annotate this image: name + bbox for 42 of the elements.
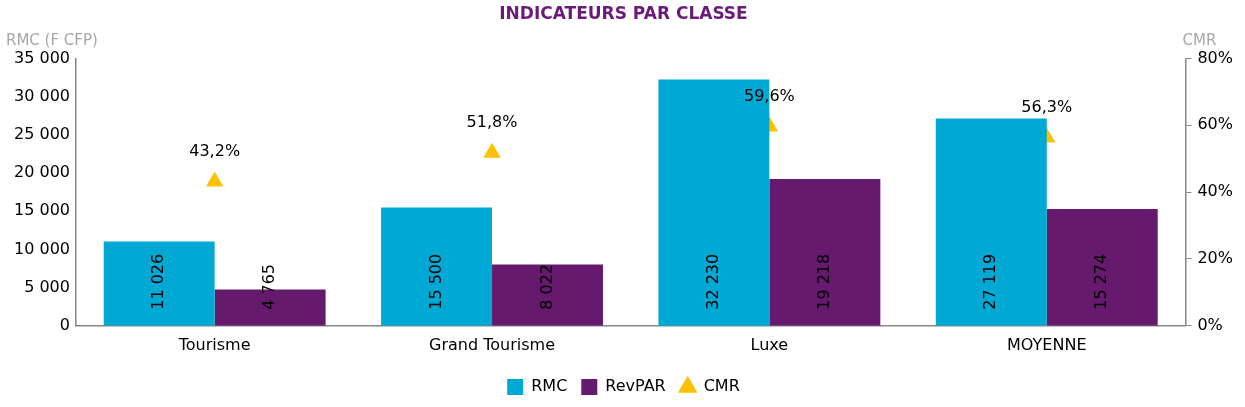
y-tick-label: 20 000 — [14, 162, 70, 182]
y2-tick-label: 80% — [1197, 47, 1233, 67]
y-tick-label: 35 000 — [14, 47, 70, 67]
y2-axis-title: CMR — [1182, 30, 1217, 49]
legend-label: RMC — [531, 376, 568, 396]
data-label: 15 274 — [1091, 253, 1111, 310]
y2-tick-label: 0% — [1197, 314, 1223, 334]
bar — [492, 264, 603, 326]
data-label: 15 500 — [425, 253, 445, 310]
data-label: 4 765 — [259, 263, 279, 310]
y2-tick-label: 60% — [1197, 114, 1233, 134]
point — [483, 142, 501, 158]
y-tick-label: 10 000 — [14, 238, 70, 258]
data-label: 8 022 — [536, 263, 556, 310]
y-tick-label: 25 000 — [14, 123, 70, 143]
x-tick-label: Luxe — [750, 334, 789, 354]
y-tick-label: 5 000 — [24, 276, 70, 296]
chart-title: INDICATEURS PAR CLASSE — [499, 2, 748, 23]
y-tick-label: 15 000 — [14, 200, 70, 220]
bar — [103, 241, 215, 326]
y-tick-label: 0 — [59, 314, 70, 334]
bar — [381, 207, 493, 326]
y2-tick-label: 20% — [1197, 248, 1233, 268]
y-tick-label: 30 000 — [14, 85, 70, 105]
data-label: 56,3% — [1021, 96, 1073, 116]
data-label: 19 218 — [814, 253, 834, 310]
x-tick-label: Grand Tourisme — [429, 334, 555, 354]
data-label: 32 230 — [703, 253, 723, 310]
bar — [935, 118, 1047, 326]
x-tick-label: MOYENNE — [1007, 334, 1087, 354]
point — [206, 171, 224, 187]
bar — [1046, 209, 1158, 326]
y-axis-title: RMC (F CFP) — [6, 30, 98, 49]
legend-label: RevPAR — [605, 376, 666, 396]
data-label: 27 119 — [980, 253, 1000, 310]
data-label: 43,2% — [189, 140, 241, 160]
data-label: 51,8% — [466, 111, 518, 131]
legend-label: CMR — [703, 376, 740, 396]
data-label: 11 026 — [148, 253, 168, 310]
bar — [769, 178, 881, 326]
y2-tick-label: 40% — [1197, 181, 1233, 201]
x-tick-label: Tourisme — [177, 334, 251, 354]
